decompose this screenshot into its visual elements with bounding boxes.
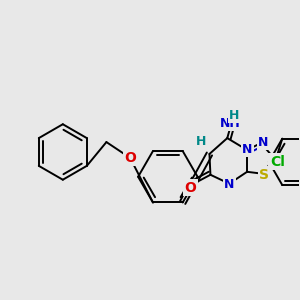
Text: O: O — [124, 151, 136, 165]
Text: N: N — [242, 142, 252, 155]
Text: H: H — [229, 109, 239, 122]
Text: N: N — [258, 136, 268, 148]
Text: O: O — [185, 181, 197, 195]
Text: N: N — [224, 178, 234, 191]
Text: H: H — [196, 135, 207, 148]
Text: Cl: Cl — [270, 154, 285, 169]
Text: S: S — [259, 168, 269, 182]
Text: NH: NH — [220, 117, 241, 130]
